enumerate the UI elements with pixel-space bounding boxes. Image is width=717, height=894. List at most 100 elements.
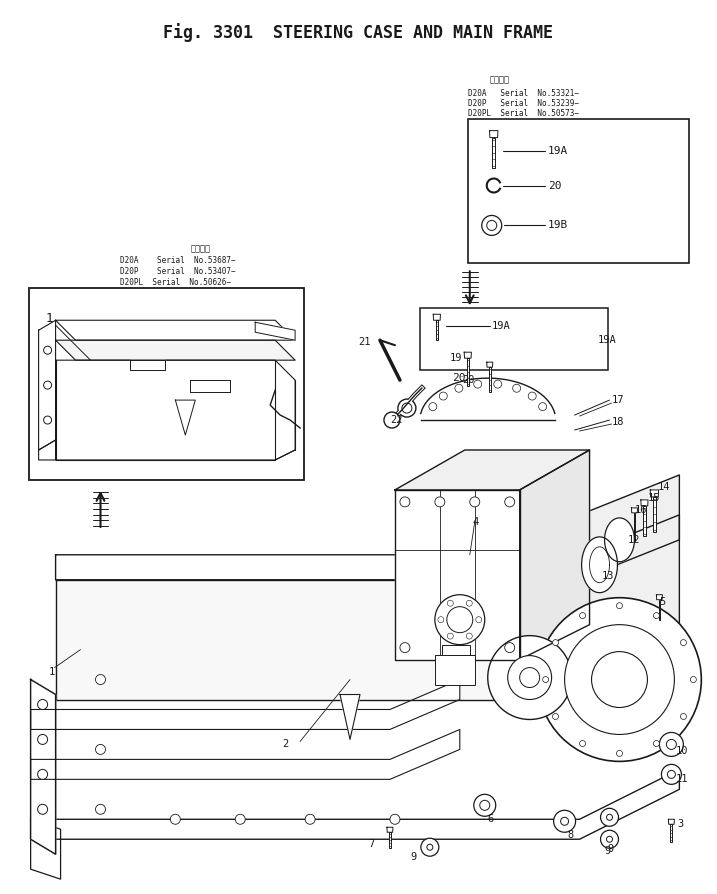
Circle shape	[466, 633, 473, 639]
Text: 適用号機: 適用号機	[190, 244, 210, 253]
Circle shape	[447, 633, 453, 639]
Polygon shape	[31, 679, 56, 854]
Bar	[658, 600, 660, 620]
Circle shape	[680, 713, 686, 720]
Circle shape	[402, 403, 412, 413]
Polygon shape	[176, 401, 195, 435]
Text: 10: 10	[675, 746, 688, 756]
Polygon shape	[190, 380, 230, 392]
Circle shape	[564, 625, 675, 735]
Polygon shape	[31, 679, 460, 730]
Text: 13: 13	[602, 570, 614, 581]
Circle shape	[400, 643, 410, 653]
Text: 7: 7	[368, 839, 374, 849]
Circle shape	[390, 814, 400, 824]
Circle shape	[661, 764, 681, 784]
Circle shape	[482, 215, 502, 235]
Polygon shape	[641, 500, 648, 506]
Circle shape	[513, 384, 521, 392]
Text: 1: 1	[49, 667, 55, 677]
Circle shape	[398, 399, 416, 417]
Text: D20P   Serial  No.53239−: D20P Serial No.53239−	[467, 98, 579, 107]
Polygon shape	[31, 730, 460, 780]
Circle shape	[44, 346, 52, 354]
Text: 8: 8	[568, 831, 574, 840]
Circle shape	[474, 795, 495, 816]
Circle shape	[601, 831, 619, 848]
Circle shape	[466, 600, 473, 606]
Bar	[442, 645, 470, 664]
Text: D20PL  Serial  No.50626−: D20PL Serial No.50626−	[120, 278, 232, 287]
Circle shape	[554, 810, 576, 832]
Polygon shape	[39, 320, 56, 450]
Polygon shape	[581, 537, 617, 593]
Text: 4: 4	[473, 517, 479, 527]
Bar	[670, 824, 673, 842]
Text: 11: 11	[675, 774, 688, 784]
Circle shape	[579, 740, 586, 746]
Circle shape	[171, 814, 181, 824]
Circle shape	[680, 639, 686, 645]
Circle shape	[235, 814, 245, 824]
Circle shape	[447, 600, 453, 606]
Text: 20: 20	[462, 375, 475, 385]
Polygon shape	[395, 450, 589, 490]
Circle shape	[553, 713, 559, 720]
Text: 適用号機: 適用号機	[490, 76, 510, 85]
Bar	[653, 497, 655, 532]
Circle shape	[37, 735, 47, 745]
Polygon shape	[490, 131, 498, 138]
Text: 9: 9	[604, 847, 611, 856]
Circle shape	[505, 497, 515, 507]
Polygon shape	[464, 352, 471, 358]
Circle shape	[435, 595, 485, 645]
Circle shape	[421, 839, 439, 856]
Polygon shape	[632, 508, 637, 513]
Polygon shape	[130, 360, 166, 370]
Text: 2: 2	[282, 739, 288, 749]
Text: 9: 9	[607, 844, 614, 855]
Text: 19B: 19B	[548, 221, 568, 231]
Polygon shape	[56, 341, 295, 360]
Text: 15: 15	[647, 493, 660, 503]
Circle shape	[653, 740, 660, 746]
Text: 5: 5	[660, 596, 665, 607]
Circle shape	[447, 607, 473, 633]
Circle shape	[617, 603, 622, 609]
Text: 17: 17	[612, 395, 624, 405]
Circle shape	[476, 617, 482, 622]
Polygon shape	[421, 378, 555, 420]
Bar	[420, 308, 607, 370]
Circle shape	[520, 668, 540, 687]
Bar	[634, 513, 635, 541]
Circle shape	[37, 770, 47, 780]
Circle shape	[617, 750, 622, 756]
Polygon shape	[487, 362, 493, 367]
Polygon shape	[31, 819, 60, 879]
Text: D20A    Serial  No.53687−: D20A Serial No.53687−	[120, 257, 236, 266]
Polygon shape	[387, 827, 393, 832]
Text: 9: 9	[410, 852, 416, 862]
Polygon shape	[56, 360, 295, 460]
Circle shape	[543, 677, 549, 682]
Text: 16: 16	[635, 505, 647, 515]
Circle shape	[480, 800, 490, 810]
Circle shape	[438, 617, 444, 622]
Text: 18: 18	[612, 417, 624, 427]
Text: 12: 12	[627, 535, 640, 544]
Circle shape	[440, 392, 447, 400]
Bar	[467, 119, 689, 264]
Circle shape	[494, 380, 502, 388]
Polygon shape	[650, 490, 659, 497]
Circle shape	[487, 221, 497, 231]
Circle shape	[528, 392, 536, 400]
Circle shape	[579, 612, 586, 619]
Text: 19A: 19A	[597, 335, 617, 345]
Circle shape	[607, 836, 612, 842]
Text: 20: 20	[548, 181, 561, 190]
Circle shape	[538, 598, 701, 762]
Polygon shape	[395, 490, 520, 660]
Polygon shape	[255, 322, 295, 341]
Circle shape	[666, 739, 676, 749]
Circle shape	[44, 416, 52, 424]
